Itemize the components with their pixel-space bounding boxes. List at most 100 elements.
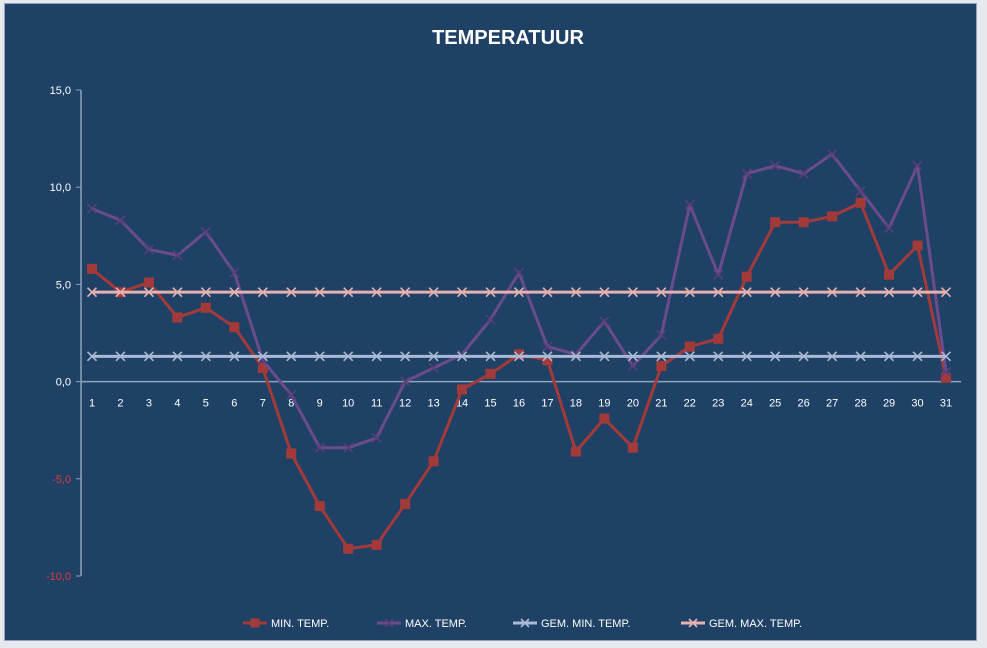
x-marker (884, 351, 895, 362)
x-marker (798, 351, 809, 362)
x-marker-stroke (457, 287, 468, 298)
x-marker-stroke (627, 360, 638, 372)
square-marker (257, 362, 268, 373)
x-marker-stroke (656, 351, 667, 362)
x-marker (400, 376, 411, 387)
x-tick-label: 28 (854, 398, 866, 410)
x-marker-stroke (940, 366, 952, 377)
x-marker-stroke (884, 222, 895, 234)
square-marker (172, 312, 183, 323)
x-tick-label: 27 (826, 398, 838, 410)
square-marker (314, 501, 325, 512)
x-tick-label: 5 (203, 398, 209, 410)
x-marker (827, 149, 838, 160)
square-marker (912, 240, 923, 251)
x-marker (627, 351, 638, 362)
x-marker-stroke (855, 186, 866, 197)
x-marker-stroke (400, 376, 411, 387)
x-marker (656, 287, 667, 298)
x-marker (940, 287, 952, 298)
x-marker (257, 287, 268, 298)
x-marker-stroke (384, 618, 394, 628)
x-marker (570, 351, 581, 362)
square-marker (684, 341, 695, 352)
x-marker-stroke (770, 351, 781, 362)
x-marker-stroke (741, 168, 752, 179)
x-marker-stroke (371, 351, 382, 362)
legend-item: GEM. MAX. TEMP. (681, 618, 802, 630)
x-marker (827, 351, 838, 362)
x-marker (286, 287, 297, 298)
y-tick-label: 5,0 (56, 279, 71, 291)
x-marker (770, 287, 781, 298)
y-tick-label: 0,0 (56, 377, 71, 389)
x-marker (542, 287, 553, 298)
x-marker (627, 287, 638, 298)
x-marker (570, 287, 581, 298)
x-marker-stroke (798, 168, 809, 179)
x-marker-stroke (172, 351, 183, 362)
x-tick-label: 16 (513, 398, 525, 410)
x-marker (229, 351, 240, 362)
x-marker (827, 287, 838, 298)
x-marker-stroke (940, 351, 952, 362)
x-marker-stroke (855, 287, 866, 298)
x-marker (656, 351, 667, 362)
x-marker (599, 287, 610, 298)
x-tick-label: 31 (940, 398, 952, 410)
x-tick-label: 24 (741, 398, 753, 410)
x-marker-stroke (741, 287, 752, 298)
x-marker (384, 618, 394, 628)
x-marker (286, 390, 297, 401)
x-marker-stroke (827, 149, 838, 160)
x-marker-stroke (400, 287, 411, 298)
x-marker (86, 287, 98, 298)
x-marker-stroke (86, 287, 98, 298)
x-marker-stroke (770, 160, 781, 171)
x-tick-label: 26 (798, 398, 810, 410)
x-marker (200, 226, 211, 237)
x-tick-label: 9 (317, 398, 323, 410)
legend-item: MAX. TEMP. (377, 618, 467, 630)
x-marker (343, 442, 354, 453)
square-marker (827, 211, 838, 222)
square-marker (143, 277, 154, 288)
x-marker (513, 287, 525, 298)
x-tick-label: 17 (541, 398, 553, 410)
y-tick-label: 10,0 (50, 182, 71, 194)
x-marker-stroke (314, 442, 325, 453)
legend-item: MIN. TEMP. (243, 618, 329, 630)
x-marker (286, 351, 297, 362)
series-gem-min-temp (86, 351, 952, 362)
square-marker (87, 263, 97, 274)
x-marker (485, 314, 496, 325)
x-tick-label: 10 (342, 398, 354, 410)
x-marker-stroke (599, 351, 610, 362)
x-marker (229, 267, 240, 278)
x-marker-stroke (542, 351, 553, 362)
x-marker (371, 287, 382, 298)
x-marker-stroke (371, 287, 382, 298)
y-tick-label: 15,0 (50, 85, 71, 97)
x-marker-stroke (513, 287, 525, 298)
x-tick-label: 30 (911, 398, 923, 410)
x-marker-stroke (286, 287, 297, 298)
x-marker-stroke (86, 351, 98, 362)
square-marker (713, 333, 724, 344)
x-marker-stroke (542, 287, 553, 298)
x-marker-stroke (343, 442, 354, 453)
x-marker-stroke (229, 351, 240, 362)
series-layer (86, 149, 952, 554)
square-marker (200, 302, 211, 313)
x-marker (200, 287, 211, 298)
temperature-chart: TEMPERATUUR 15,010,05,00,0-5,0-10,01 2 3 4 5… (46, 27, 961, 630)
x-marker-stroke (684, 287, 695, 298)
x-marker (741, 351, 752, 362)
x-marker-stroke (884, 351, 895, 362)
x-marker-stroke (343, 351, 354, 362)
x-tick-label: 23 (712, 398, 724, 410)
x-tick-label: 1 (89, 398, 95, 410)
legend: MIN. TEMP. MAX. TEMP. GEM. MIN. TEMP. GEM. … (243, 618, 802, 630)
x-marker (684, 351, 695, 362)
x-marker-stroke (741, 351, 752, 362)
